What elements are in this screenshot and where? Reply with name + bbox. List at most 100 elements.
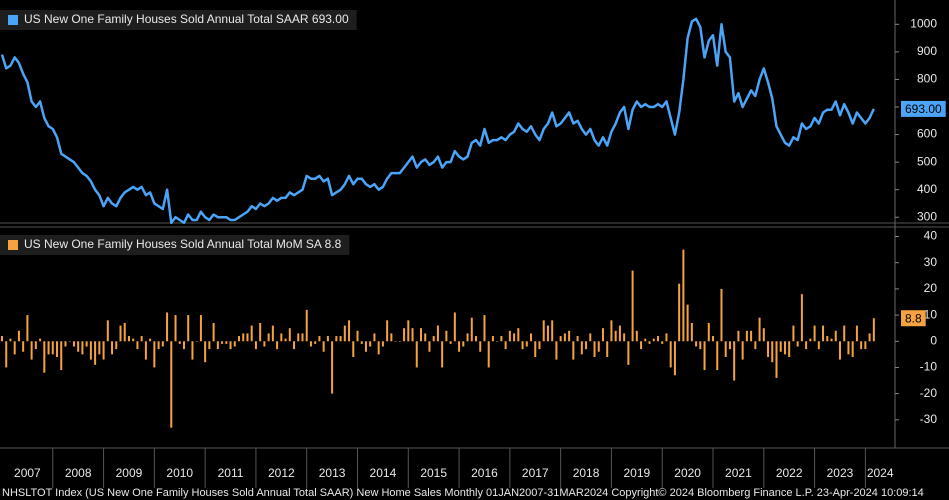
bar	[864, 341, 867, 350]
bar	[280, 333, 283, 342]
bar	[398, 341, 401, 342]
bar	[102, 341, 105, 360]
bar	[254, 341, 257, 350]
bar	[487, 341, 490, 368]
bar	[166, 312, 169, 342]
bar	[673, 341, 676, 376]
y-tick-label: 500	[917, 154, 937, 168]
bar	[111, 341, 114, 355]
bar	[601, 328, 604, 342]
bar	[394, 341, 397, 342]
bar	[733, 341, 736, 381]
bar	[284, 338, 287, 342]
bar	[195, 341, 198, 342]
x-tick-label: 2016	[471, 466, 498, 480]
bar	[707, 322, 710, 342]
y-tick-label: 30	[924, 255, 938, 269]
bar	[504, 341, 507, 350]
x-tick-label: 2012	[268, 466, 295, 480]
bar	[364, 341, 367, 352]
legend-title: US New One Family Houses Sold Annual Tot…	[24, 12, 349, 26]
x-tick-label: 2009	[116, 466, 143, 480]
bar	[13, 341, 16, 355]
bar	[233, 341, 236, 347]
bar	[22, 341, 25, 352]
bar	[212, 322, 215, 342]
bar	[34, 341, 37, 350]
bar	[551, 320, 554, 342]
bar	[377, 341, 380, 355]
bar	[216, 341, 219, 350]
bar	[678, 283, 681, 342]
bar	[813, 325, 816, 342]
bar	[606, 341, 609, 357]
legend-title: US New One Family Houses Sold Annual Tot…	[24, 237, 342, 251]
bar	[30, 341, 33, 360]
bar	[127, 336, 130, 342]
bar	[191, 341, 194, 360]
bar	[343, 325, 346, 342]
bar	[546, 325, 549, 342]
bar	[712, 336, 715, 342]
bar	[593, 341, 596, 357]
y-tick-label: 20	[924, 281, 938, 295]
bar	[822, 325, 825, 342]
bar	[563, 333, 566, 342]
bar	[326, 336, 329, 342]
bar	[449, 341, 452, 344]
bar	[229, 341, 232, 350]
bar	[56, 341, 59, 357]
bar	[432, 336, 435, 342]
bar	[767, 341, 770, 357]
bar	[508, 330, 511, 342]
bar	[724, 341, 727, 357]
bar	[555, 341, 558, 360]
bar	[745, 330, 748, 342]
bar	[60, 341, 63, 371]
bar	[428, 341, 431, 352]
bar	[271, 325, 274, 342]
bar	[140, 336, 143, 342]
x-tick-label: 2024	[867, 466, 894, 480]
x-tick-label: 2023	[827, 466, 854, 480]
bar	[132, 338, 135, 342]
bar	[144, 341, 147, 360]
bar	[475, 336, 478, 342]
bar	[352, 341, 355, 357]
bar	[26, 315, 29, 342]
bar	[491, 336, 494, 342]
bar	[72, 341, 75, 347]
bar	[47, 341, 50, 355]
bar	[644, 338, 647, 342]
bar	[517, 328, 520, 342]
bar	[521, 341, 524, 350]
bar	[238, 336, 241, 342]
x-tick-label: 2010	[166, 466, 193, 480]
bar	[322, 341, 325, 352]
y-tick-label: 0	[930, 333, 937, 347]
bar	[788, 341, 791, 357]
bar	[458, 341, 461, 352]
bar	[348, 320, 351, 342]
bar	[267, 333, 270, 342]
bar	[589, 333, 592, 342]
footer: NHSLTOT Index (US New One Family Houses …	[2, 487, 924, 499]
bar	[309, 341, 312, 347]
bar	[174, 315, 177, 342]
bar	[597, 341, 600, 352]
y-tick-label: 300	[917, 209, 937, 223]
bar	[847, 341, 850, 355]
bar	[246, 333, 249, 342]
bar	[225, 341, 228, 344]
bar	[123, 322, 126, 342]
bar	[51, 341, 54, 355]
y-tick-label: 40	[924, 229, 938, 243]
x-tick-label: 2015	[420, 466, 447, 480]
bar	[741, 341, 744, 360]
bar	[187, 315, 190, 342]
x-tick-label: 2011	[218, 466, 244, 480]
x-tick-label: 2020	[674, 466, 701, 480]
bar	[68, 341, 71, 342]
bar	[115, 341, 118, 350]
bar	[466, 333, 469, 342]
